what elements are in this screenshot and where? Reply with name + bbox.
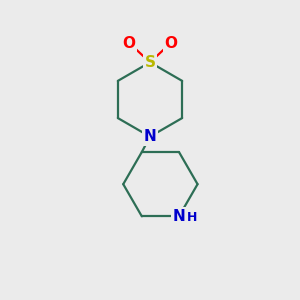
Text: N: N bbox=[172, 209, 185, 224]
Text: S: S bbox=[145, 55, 155, 70]
Text: O: O bbox=[164, 35, 177, 50]
Text: N: N bbox=[144, 129, 156, 144]
Text: O: O bbox=[123, 35, 136, 50]
Text: H: H bbox=[187, 211, 197, 224]
